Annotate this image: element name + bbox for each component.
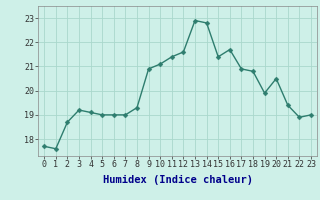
X-axis label: Humidex (Indice chaleur): Humidex (Indice chaleur) (103, 175, 252, 185)
